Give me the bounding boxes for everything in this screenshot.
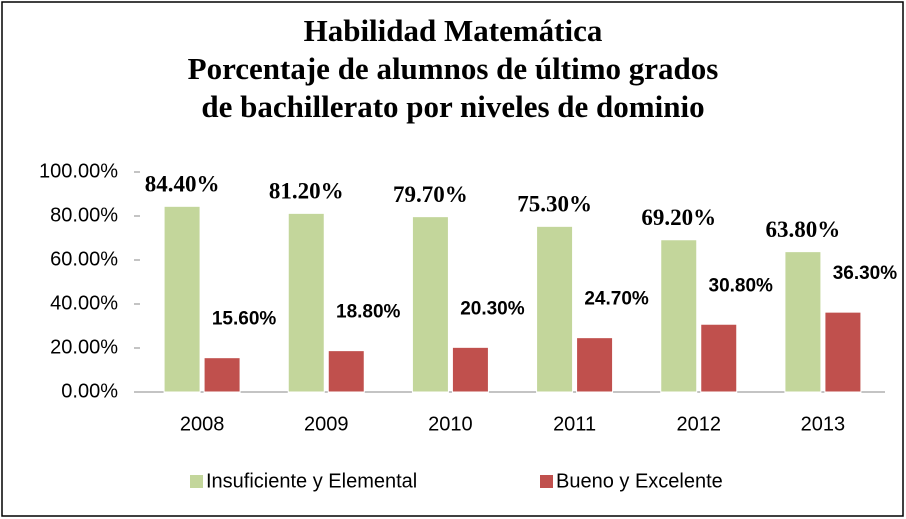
bar <box>451 346 489 393</box>
y-tick-label: 60.00% <box>50 248 118 270</box>
data-label: 79.70% <box>393 182 468 207</box>
data-label: 15.60% <box>212 309 277 330</box>
data-label: 18.80% <box>336 302 401 323</box>
bar <box>784 251 822 393</box>
data-label: 20.30% <box>460 298 525 319</box>
y-tick-label: 80.00% <box>50 204 118 226</box>
legend-swatch <box>540 475 553 488</box>
x-tick-label: 2009 <box>304 413 349 435</box>
legend-swatch <box>190 475 203 488</box>
data-label: 84.40% <box>145 172 220 197</box>
chart-title: de bachillerato por niveles de dominio <box>201 89 704 124</box>
chart-title: Porcentaje de alumnos de último grados <box>188 51 719 86</box>
x-tick-label: 2013 <box>801 413 846 435</box>
x-tick-label: 2011 <box>553 413 596 435</box>
y-tick-label: 40.00% <box>50 292 118 314</box>
y-tick-label: 0.00% <box>61 380 118 402</box>
legend-label: Insuficiente y Elemental <box>206 470 417 492</box>
data-label: 81.20% <box>269 179 344 204</box>
data-label: 30.80% <box>709 275 774 296</box>
bar <box>327 350 365 393</box>
x-tick-label: 2010 <box>428 413 473 435</box>
bar <box>576 337 614 393</box>
data-label: 36.30% <box>833 263 898 284</box>
y-tick-label: 100.00% <box>39 160 118 182</box>
bar <box>411 216 449 393</box>
bar <box>660 239 698 393</box>
bar <box>700 323 738 393</box>
y-tick-label: 20.00% <box>50 336 118 358</box>
bar <box>536 225 574 393</box>
bar <box>203 357 241 393</box>
legend-label: Bueno y Excelente <box>556 470 723 492</box>
chart-title: Habilidad Matemática <box>304 13 603 48</box>
x-tick-label: 2008 <box>180 413 225 435</box>
data-label: 63.80% <box>766 217 841 242</box>
data-label: 24.70% <box>584 289 649 310</box>
bar <box>287 212 325 393</box>
bar <box>824 311 862 393</box>
data-label: 75.30% <box>517 192 592 217</box>
data-label: 69.20% <box>641 205 716 230</box>
bar <box>163 205 201 393</box>
x-tick-label: 2012 <box>677 413 722 435</box>
